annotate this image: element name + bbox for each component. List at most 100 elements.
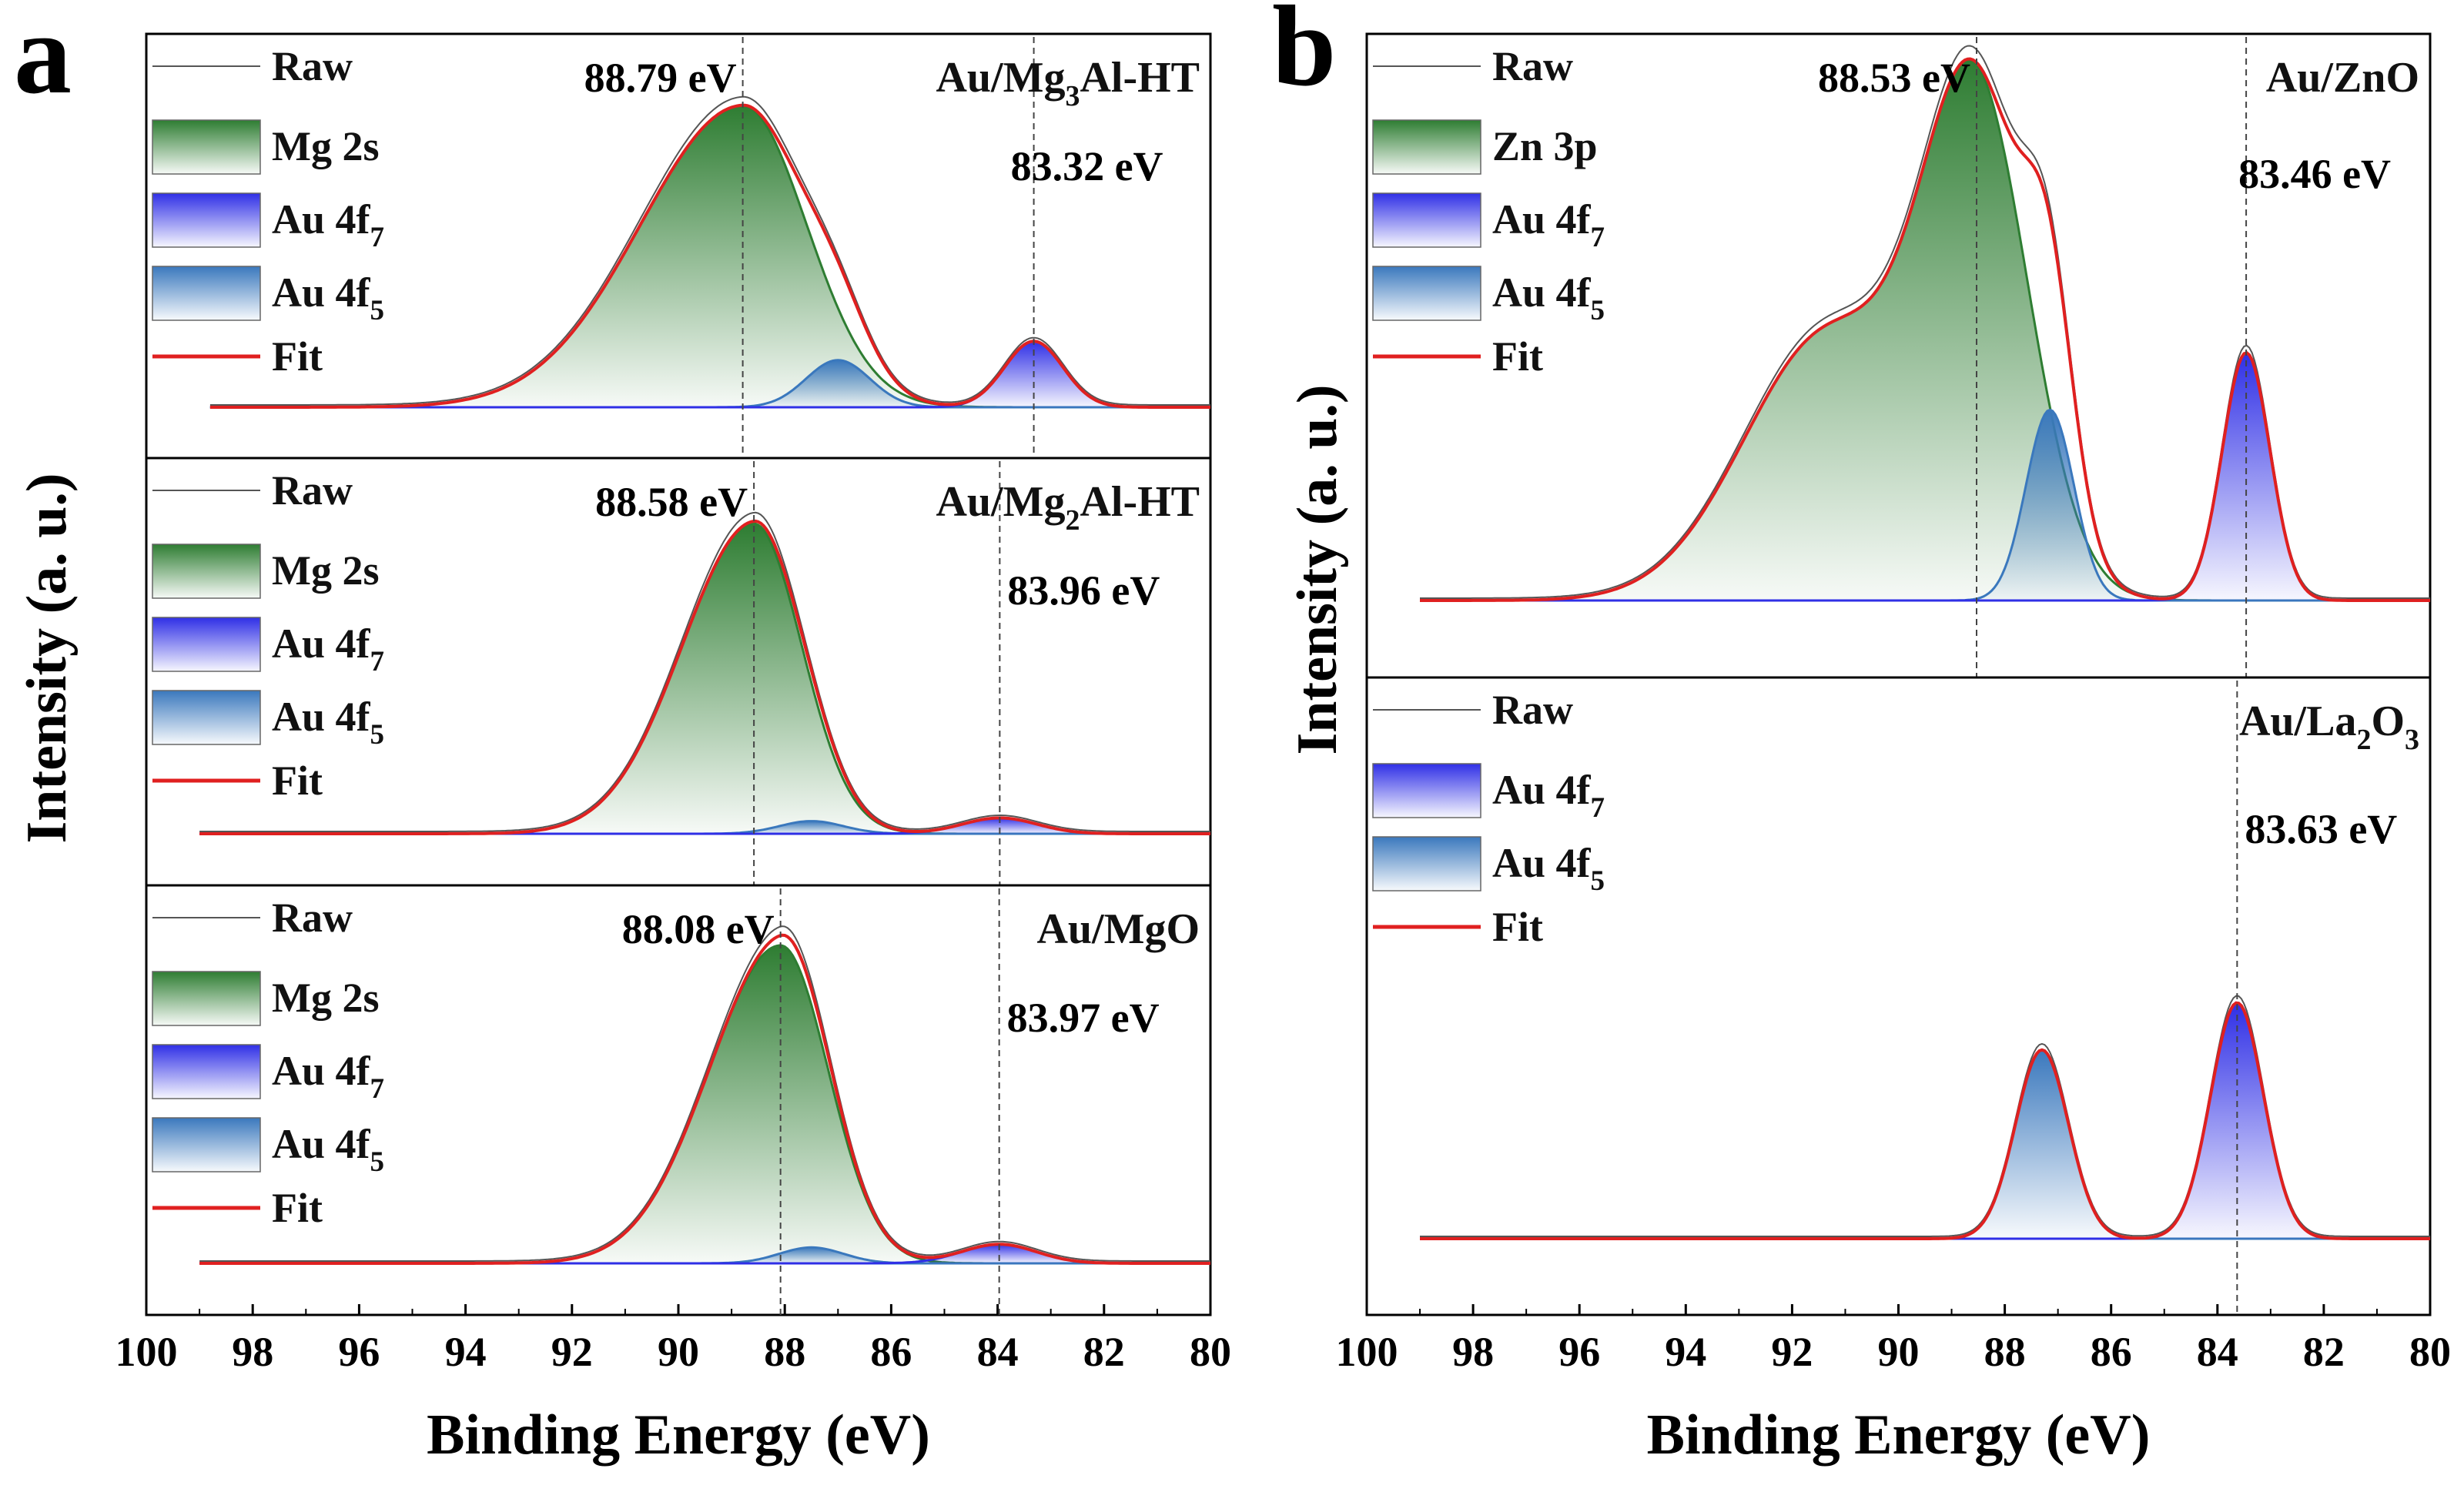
legend-label-mg-2s: Mg 2s — [272, 975, 379, 1021]
subplot-au-la2o3: 83.63 eV Au/La2​O3​ Raw Au 4f7​ Au 4f5​ Fit — [1367, 676, 2430, 1315]
legend-label-mg-2s: Mg 2s — [272, 123, 379, 169]
x-tick-label: 92 — [551, 1329, 593, 1375]
legend-swatch-au-4f7 — [1372, 763, 1481, 818]
peak-area-mg-2s — [199, 945, 1211, 1263]
x-tick-label: 82 — [1083, 1329, 1125, 1375]
panel-label-b: b — [1272, 0, 1336, 110]
legend: Raw Mg 2s Au 4f7​ Au 4f5​ Fit — [152, 43, 384, 380]
legend-swatch-au-4f5 — [1372, 836, 1481, 891]
fit-curve — [1420, 57, 2430, 602]
peak-area-au-4f7 — [1420, 353, 2430, 600]
peak-position-label: 83.32 eV — [1011, 143, 1163, 189]
legend-swatch-au-4f7 — [152, 1044, 261, 1099]
fit-curve — [199, 519, 1210, 835]
sample-label: Au/MgO — [1036, 905, 1200, 953]
legend: Raw Mg 2s Au 4f7​ Au 4f5​ Fit — [152, 467, 384, 804]
x-axis-title: Binding Energy (eV) — [427, 1403, 930, 1467]
legend-label-au-4f7: Au 4f7​ — [1492, 196, 1605, 253]
legend-label-au-4f7: Au 4f7​ — [272, 196, 384, 253]
legend-swatch-au-4f7 — [1372, 192, 1481, 248]
legend-swatch-mg-2s — [152, 119, 261, 175]
x-tick-label: 84 — [977, 1329, 1019, 1375]
legend-label-fit: Fit — [1492, 333, 1543, 380]
legend-label-mg-2s: Mg 2s — [272, 547, 379, 594]
x-tick-label: 96 — [1558, 1329, 1600, 1375]
legend-label-raw: Raw — [1492, 687, 1573, 733]
legend-swatch-au-4f5 — [1372, 266, 1481, 321]
legend-swatch-zn-3p — [1372, 119, 1481, 175]
x-axis-title: Binding Energy (eV) — [1647, 1403, 2151, 1467]
peak-area-au-4f7 — [209, 341, 1210, 407]
peak-position-label: 83.97 eV — [1007, 995, 1160, 1041]
x-tick-label: 98 — [232, 1329, 273, 1375]
legend-label-fit: Fit — [272, 333, 323, 380]
legend-label-au-4f5: Au 4f5​ — [1492, 269, 1605, 326]
fit-curve — [209, 103, 1210, 409]
legend-label-raw: Raw — [272, 895, 353, 941]
x-tick-label: 100 — [116, 1329, 178, 1375]
peak-position-label: 83.96 eV — [1007, 567, 1160, 614]
y-axis-title: Intensity (a. u.) — [15, 473, 79, 843]
legend-swatch-au-4f7 — [152, 192, 261, 248]
peak-position-label: 88.79 eV — [584, 55, 737, 101]
raw-curve — [199, 925, 1210, 1262]
legend-swatch-au-4f7 — [152, 617, 261, 672]
fit-curve — [199, 933, 1210, 1265]
subplot-au-mg3al-ht: 88.79 eV 83.32 eV Au/Mg3​Al-HT Raw Mg 2s Au 4… — [152, 37, 1210, 458]
x-tick-label: 86 — [2091, 1329, 2132, 1375]
legend: Raw Zn 3p Au 4f7​ Au 4f5​ Fit — [1372, 43, 1605, 380]
x-tick-label: 92 — [1771, 1329, 1813, 1375]
x-tick-label: 96 — [338, 1329, 380, 1375]
panel-label-a: a — [14, 0, 72, 118]
peak-area-au-4f7 — [199, 818, 1211, 834]
peak-area-au-4f7 — [199, 1244, 1211, 1263]
subplot-au-mg2al-ht: 88.58 eV 83.96 eV Au/Mg2​Al-HT Raw Mg 2s Au 4… — [146, 457, 1211, 885]
legend-label-au-4f7: Au 4f7​ — [1492, 767, 1605, 824]
x-tick-label: 88 — [764, 1329, 805, 1375]
panel-b: b Intensity (a. u.) 100 98 96 94 92 90 88 86 84 82 8… — [1272, 0, 2451, 1467]
legend-swatch-au-4f5 — [152, 266, 261, 321]
legend-swatch-mg-2s — [152, 544, 261, 599]
x-tick-label: 94 — [445, 1329, 487, 1375]
x-tick-label: 100 — [1336, 1329, 1398, 1375]
legend-label-fit: Fit — [1492, 904, 1543, 950]
y-axis-title: Intensity (a. u.) — [1286, 384, 1349, 754]
subplot-au-mgo: 88.08 eV 83.97 eV Au/MgO Raw Mg 2s Au 4f7​ Au … — [146, 884, 1211, 1315]
legend-label-au-4f5: Au 4f5​ — [272, 694, 384, 751]
raw-curve — [199, 511, 1210, 832]
panel-a: a Intensity (a. u.) 100 98 96 94 92 90 88 86 84 82 8… — [14, 0, 1231, 1467]
sample-label: Au/Mg3​Al-HT — [936, 54, 1200, 112]
x-tick-label: 82 — [2303, 1329, 2345, 1375]
x-tick-label: 80 — [1190, 1329, 1231, 1375]
x-tick-label: 98 — [1452, 1329, 1494, 1375]
sample-label: Au/Mg2​Al-HT — [936, 478, 1200, 537]
legend-label-fit: Fit — [272, 1185, 323, 1231]
subplot-au-zno: 88.53 eV 83.46 eV Au/ZnO Raw Zn 3p Au 4f7​ Au … — [1372, 37, 2430, 677]
peak-area-mg-2s — [199, 524, 1211, 834]
legend: Raw Au 4f7​ Au 4f5​ Fit — [1372, 687, 1605, 950]
x-tick-label: 80 — [2409, 1329, 2451, 1375]
legend-swatch-au-4f5 — [152, 1117, 261, 1172]
peak-area-au-4f7 — [1420, 1002, 2430, 1239]
legend-label-raw: Raw — [272, 467, 353, 513]
x-tick-label: 88 — [1984, 1329, 2026, 1375]
legend-label-au-4f5: Au 4f5​ — [272, 269, 384, 326]
legend-label-raw: Raw — [1492, 43, 1573, 89]
legend-label-au-4f7: Au 4f7​ — [272, 1048, 384, 1105]
sample-label: Au/La2​O3​ — [2239, 697, 2419, 756]
peak-position-label: 83.63 eV — [2245, 806, 2397, 852]
legend-label-au-4f7: Au 4f7​ — [272, 621, 384, 677]
legend-swatch-mg-2s — [152, 971, 261, 1026]
x-tick-label: 86 — [870, 1329, 912, 1375]
legend-label-raw: Raw — [272, 43, 353, 89]
x-tick-label: 90 — [658, 1329, 699, 1375]
legend-label-au-4f5: Au 4f5​ — [272, 1121, 384, 1178]
peak-position-label: 88.58 eV — [595, 479, 748, 525]
x-tick-label: 90 — [1878, 1329, 1920, 1375]
legend: Raw Mg 2s Au 4f7​ Au 4f5​ Fit — [152, 895, 384, 1231]
peak-position-label: 88.53 eV — [1818, 55, 1970, 101]
legend-label-zn-3p: Zn 3p — [1492, 123, 1598, 169]
peak-area-zn-3p — [1420, 59, 2430, 601]
peak-area-mg-2s — [209, 105, 1210, 408]
